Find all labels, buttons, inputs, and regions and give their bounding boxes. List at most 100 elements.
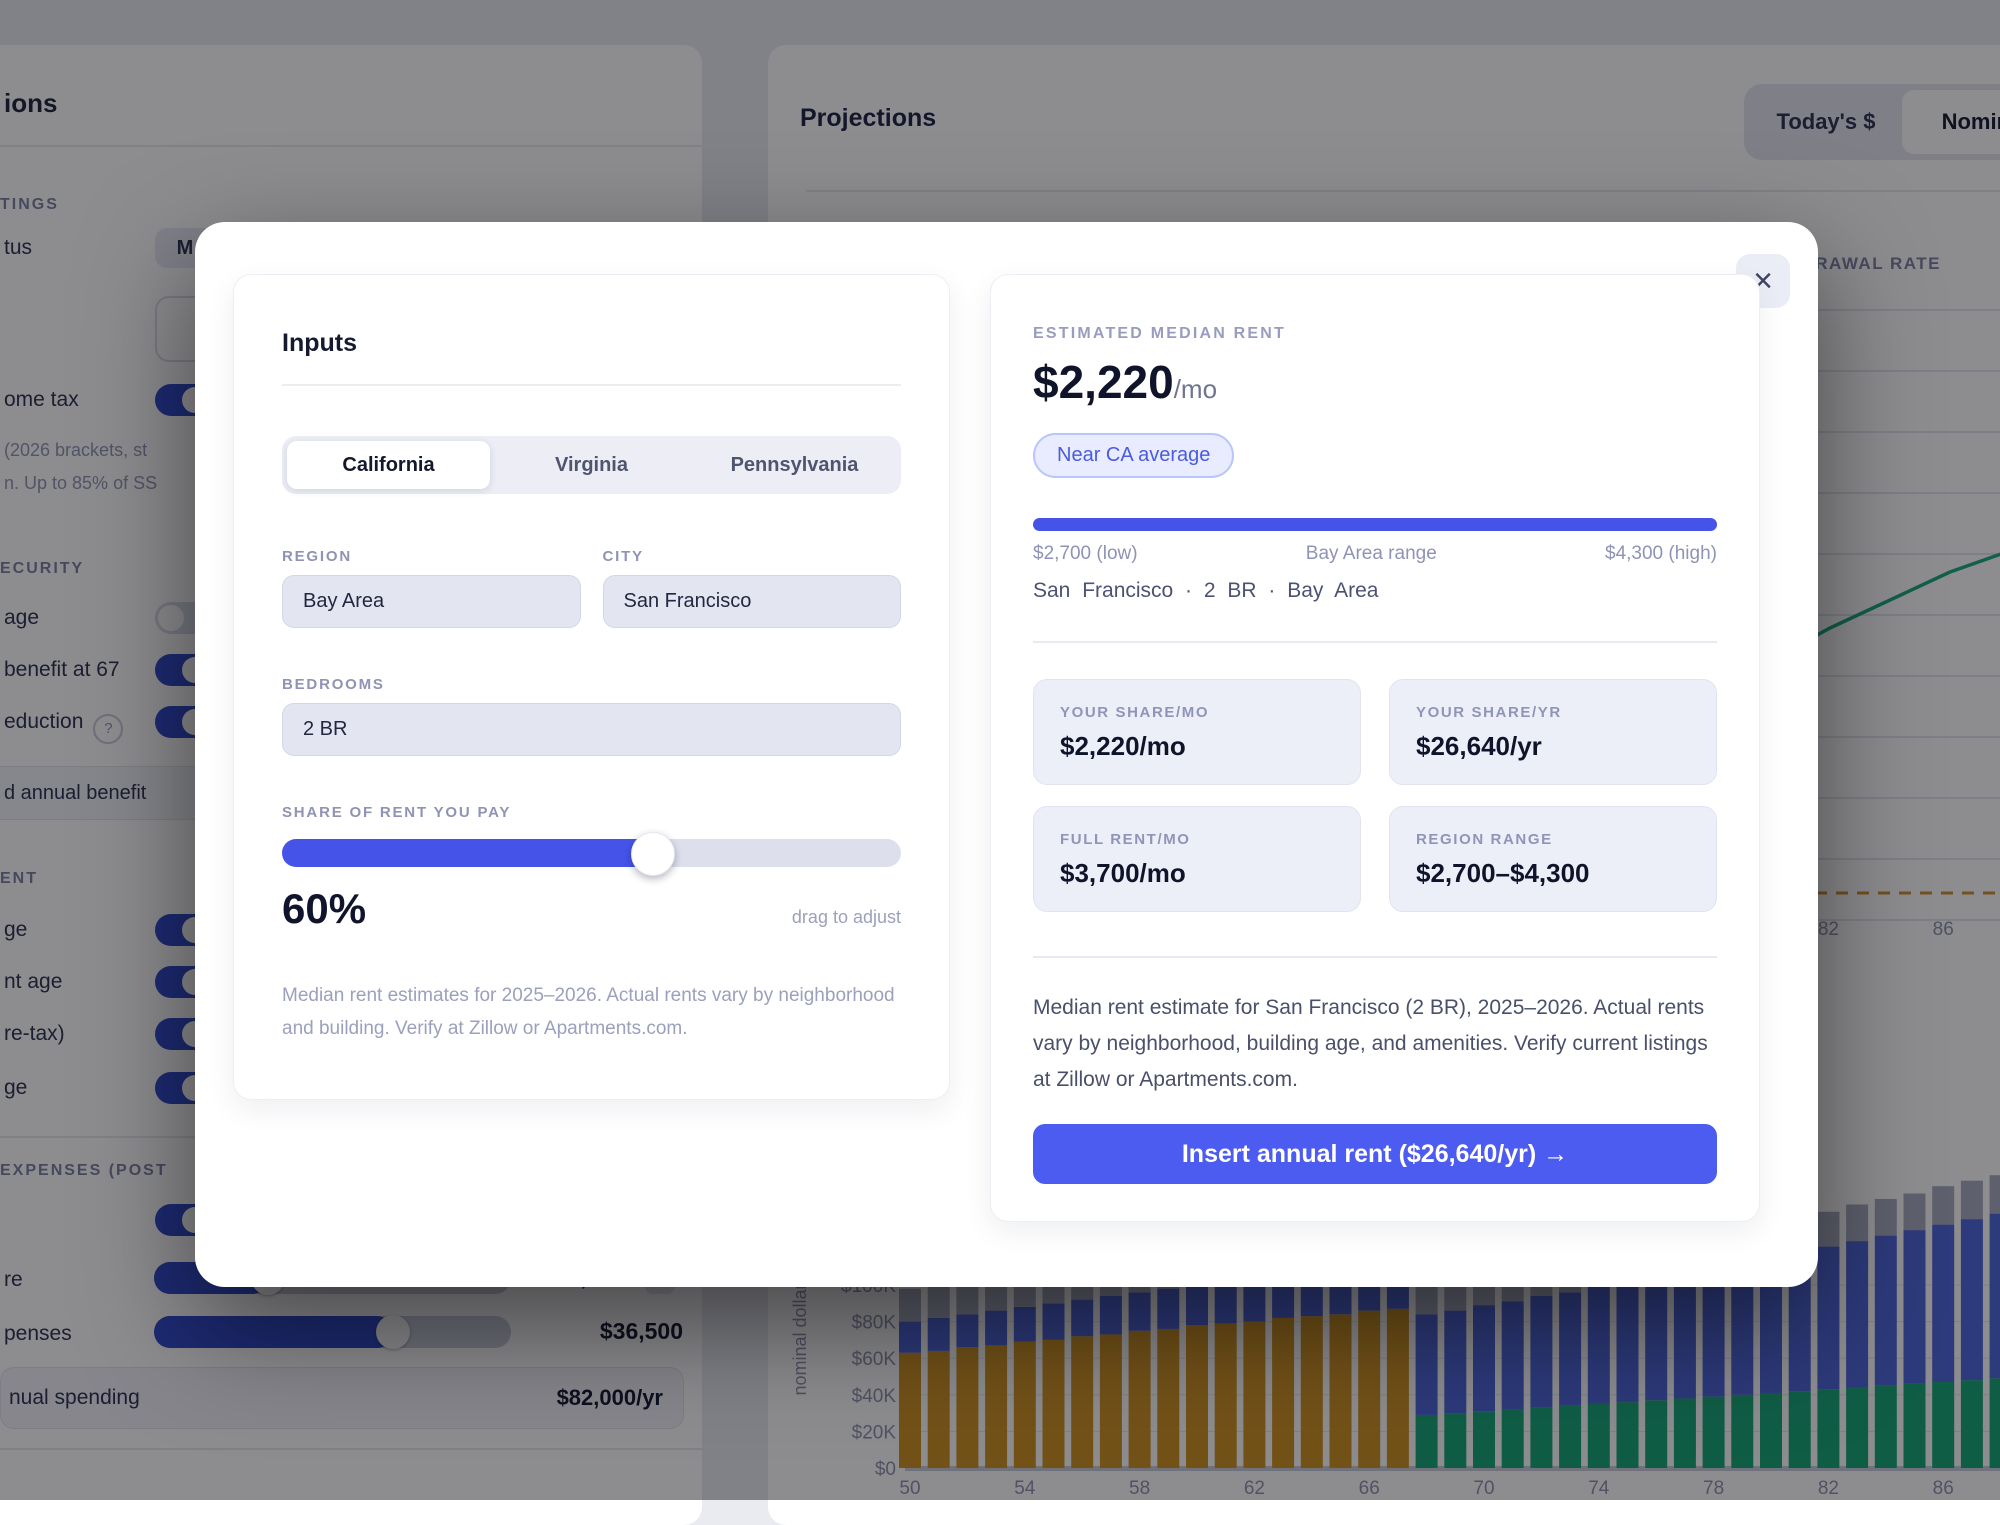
bedrooms-select[interactable]: 2 BR xyxy=(282,703,901,756)
estimate-amount-row: $2,220/mo xyxy=(1033,355,1717,409)
svg-text:$60K: $60K xyxy=(852,1349,897,1370)
estimate-description: Median rent estimate for San Francisco (… xyxy=(1033,996,1708,1091)
bg-row-label: ome tax xyxy=(4,388,79,411)
tab-california[interactable]: California xyxy=(287,441,490,489)
divider xyxy=(0,1448,702,1450)
svg-text:66: 66 xyxy=(1359,1478,1380,1499)
tab-pennsylvania[interactable]: Pennsylvania xyxy=(730,453,859,476)
projections-title: Projections xyxy=(800,104,937,132)
divider xyxy=(282,384,901,386)
svg-text:62: 62 xyxy=(1244,1478,1265,1499)
share-slider-thumb[interactable] xyxy=(631,832,676,876)
bg-section-label: EXPENSES (POST xyxy=(0,1162,168,1179)
stat-card-full-rent-mo: FULL RENT/MO $3,700/mo xyxy=(1033,806,1361,912)
stat-value: $3,700/mo xyxy=(1060,858,1186,888)
bg-row-label: nt age xyxy=(4,970,63,993)
nominal-option[interactable]: Nominal xyxy=(1902,90,2000,154)
svg-text:70: 70 xyxy=(1473,1478,1494,1499)
svg-text:$20K: $20K xyxy=(852,1422,897,1443)
stat-value: $2,220/mo xyxy=(1060,731,1186,761)
stat-label: REGION RANGE xyxy=(1416,831,1553,848)
svg-text:58: 58 xyxy=(1129,1478,1150,1499)
rent-estimator-dialog: × Inputs California Virginia Pennsylvania … xyxy=(195,222,1818,1287)
average-badge: Near CA average xyxy=(1033,433,1235,478)
divider xyxy=(1033,641,1717,643)
range-high-label: $4,300 (high) xyxy=(1605,543,1717,564)
svg-text:86: 86 xyxy=(1933,919,1954,940)
insert-rent-button[interactable]: Insert annual rent ($26,640/yr) → xyxy=(1033,1124,1717,1184)
city-select[interactable]: San Francisco xyxy=(602,575,901,628)
bg-row-label: tus xyxy=(4,236,33,259)
stat-value: $2,700–$4,300 xyxy=(1416,858,1590,888)
range-mid-label: Bay Area range xyxy=(1305,543,1437,564)
help-icon[interactable]: ? xyxy=(93,713,124,744)
share-percentage: 60% xyxy=(282,885,367,932)
bg-row-label: age xyxy=(4,606,40,629)
stats-grid: YOUR SHARE/MO $2,220/mo YOUR SHARE/YR $26,6… xyxy=(1033,679,1717,912)
svg-text:$0: $0 xyxy=(875,1459,896,1480)
inputs-title: Inputs xyxy=(282,329,357,357)
svg-text:74: 74 xyxy=(1588,1478,1610,1499)
range-bar xyxy=(1033,518,1717,531)
bg-section-label: TINGS xyxy=(0,196,59,213)
currency-toggle[interactable]: Today's $ Nominal xyxy=(1744,84,2000,160)
divider xyxy=(806,190,2000,192)
state-tabs: California Virginia Pennsylvania xyxy=(282,436,901,494)
stat-label: YOUR SHARE/YR xyxy=(1416,704,1562,721)
share-slider[interactable] xyxy=(282,832,901,876)
settings-panel-title: ions xyxy=(4,88,58,118)
svg-text:$40K: $40K xyxy=(852,1386,897,1407)
city-field-group: CITY San Francisco xyxy=(602,548,901,628)
estimate-card: ESTIMATED MEDIAN RENT $2,220/mo Near CA … xyxy=(990,274,1760,1222)
region-label: REGION xyxy=(282,548,352,565)
svg-text:$80K: $80K xyxy=(852,1313,897,1334)
region-select[interactable]: Bay Area xyxy=(282,575,581,628)
bg-row-label: eduction? xyxy=(4,710,124,744)
svg-text:82: 82 xyxy=(1818,1478,1839,1499)
stat-card-your-share-yr: YOUR SHARE/YR $26,640/yr xyxy=(1389,679,1717,785)
estimate-context: San Francisco · 2 BR · Bay Area xyxy=(1033,579,1379,602)
estimate-amount-suffix: /mo xyxy=(1173,374,1218,404)
bg-slider[interactable] xyxy=(154,1315,511,1349)
bg-slider-value: $36,500 xyxy=(599,1318,683,1344)
bg-total-spending-row: nual spending $82,000/yr xyxy=(0,1367,684,1429)
region-field-group: REGION Bay Area xyxy=(282,548,581,628)
bg-note: n. Up to 85% of SS xyxy=(4,473,158,493)
tab-virginia[interactable]: Virginia xyxy=(555,453,628,476)
estimate-amount: $2,220 xyxy=(1033,356,1174,408)
bg-section-label: ECURITY xyxy=(0,560,85,577)
bg-row-label: penses xyxy=(4,1322,72,1345)
bg-row-label: ge xyxy=(4,1076,28,1099)
svg-text:82: 82 xyxy=(1818,919,1839,940)
svg-text:nominal dollars: nominal dollars xyxy=(790,1274,810,1395)
svg-text:50: 50 xyxy=(899,1478,920,1499)
svg-text:78: 78 xyxy=(1703,1478,1724,1499)
divider xyxy=(0,145,702,147)
share-label: SHARE OF RENT YOU PAY xyxy=(282,804,512,821)
bg-slider-knob[interactable] xyxy=(376,1315,411,1349)
drag-hint: drag to adjust xyxy=(791,907,901,927)
bg-row-label: re xyxy=(4,1268,23,1291)
stat-label: FULL RENT/MO xyxy=(1060,831,1191,848)
city-label: CITY xyxy=(602,548,644,565)
stat-value: $26,640/yr xyxy=(1416,731,1542,761)
stat-card-your-share-mo: YOUR SHARE/MO $2,220/mo xyxy=(1033,679,1361,785)
svg-text:86: 86 xyxy=(1933,1478,1954,1499)
range-low-label: $2,700 (low) xyxy=(1033,543,1138,564)
svg-text:54: 54 xyxy=(1014,1478,1036,1499)
bg-section-label: ENT xyxy=(0,870,38,887)
estimate-eyebrow: ESTIMATED MEDIAN RENT xyxy=(1033,325,1287,342)
share-slider-fill xyxy=(282,839,654,867)
bedrooms-field-group: BEDROOMS 2 BR xyxy=(282,676,901,756)
stat-label: YOUR SHARE/MO xyxy=(1060,704,1210,721)
inputs-card: Inputs California Virginia Pennsylvania RE… xyxy=(233,274,950,1100)
inputs-disclaimer: Median rent estimates for 2025–2026. Act… xyxy=(282,985,895,1039)
divider xyxy=(1033,956,1717,958)
bg-row-label: re-tax) xyxy=(4,1022,65,1045)
bedrooms-label: BEDROOMS xyxy=(282,676,385,693)
bg-row-label: benefit at 67 xyxy=(4,658,120,681)
stat-card-region-range: REGION RANGE $2,700–$4,300 xyxy=(1389,806,1717,912)
todays-dollars-option[interactable]: Today's $ xyxy=(1776,109,1876,134)
bg-note: (2026 brackets, st xyxy=(4,440,148,460)
bg-row-label: ge xyxy=(4,918,28,941)
